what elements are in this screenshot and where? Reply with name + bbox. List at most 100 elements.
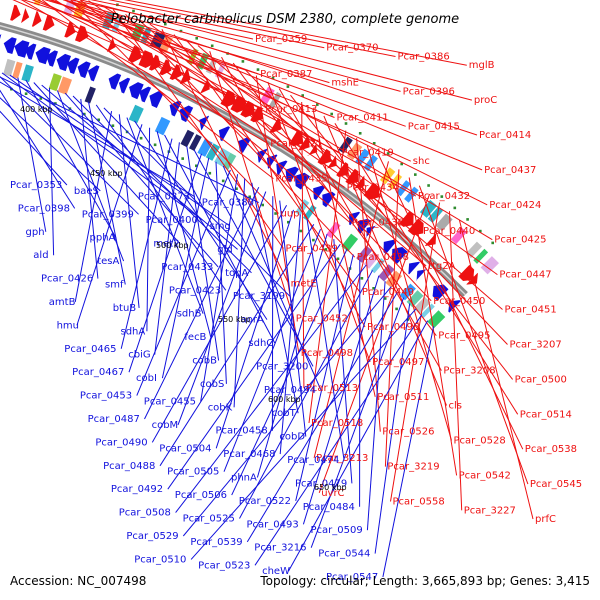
gene-label: Pcar_0484 <box>303 502 355 513</box>
gene-label: Pcar_0399 <box>82 209 134 220</box>
gene-label: Pcar_0439 <box>286 244 338 255</box>
leader-line <box>167 243 341 490</box>
gene-label: Pcar_0513 <box>306 383 358 394</box>
leader-line <box>301 101 305 389</box>
gene-label: cobD <box>279 432 305 443</box>
leader-line <box>185 39 432 302</box>
marker-dot <box>344 122 348 125</box>
gene-labels: Pcar_0359 Pcar_0370 Pcar_0386 mglB Pcar_0387… <box>10 34 582 583</box>
leader-line <box>161 28 290 284</box>
leader-line <box>51 0 412 162</box>
gene-label: Pcar_0449 <box>362 287 414 298</box>
gene-label: gid <box>217 244 232 255</box>
marker-dot <box>324 248 328 251</box>
gene-label: Pcar_0474 <box>287 455 339 466</box>
leader-line <box>76 124 143 326</box>
gene-label: aorA <box>241 315 264 326</box>
gene-label: Pcar_0495 <box>438 331 490 342</box>
gene-label: Pcar_0398 <box>18 203 70 214</box>
marker-dot <box>440 195 444 198</box>
kbp-scale-labels: 400 kbp 450 kbp 500 kbp 550 kbp 600 kbp 650 k… <box>20 105 347 492</box>
marker-dot <box>195 37 198 40</box>
reverse-gene-arrow <box>408 261 420 275</box>
leader-line <box>333 239 353 484</box>
leader-line <box>0 75 139 215</box>
forward-gene-arrow <box>31 11 42 27</box>
reverse-gene-arrow <box>218 126 230 142</box>
leader-line <box>62 0 401 92</box>
gene-label: Pcar_0373 <box>138 192 190 203</box>
reverse-gene-arrow <box>118 77 131 94</box>
marker-dot <box>132 9 135 13</box>
gene-label: Pcar_3219 <box>387 462 439 473</box>
kbp-label: 400 kbp <box>20 105 53 114</box>
forward-gene-arrow <box>75 25 89 43</box>
gene-label: shc <box>413 156 430 167</box>
leader-line <box>118 114 140 308</box>
marker-dot <box>400 162 403 166</box>
gene-label: topA <box>225 268 248 279</box>
category-block <box>3 58 16 77</box>
gene-label: Pcar_0453 <box>80 391 132 402</box>
gene-label: Pcar_0452 <box>296 313 348 324</box>
kbp-label: 450 kbp <box>90 169 123 178</box>
reverse-gene-arrow <box>77 61 91 79</box>
category-block <box>450 227 467 245</box>
category-block <box>21 64 34 83</box>
gene-label: amtB <box>49 297 76 308</box>
forward-gene-arrow <box>20 7 30 24</box>
category-block <box>356 245 373 263</box>
category-block <box>48 73 62 92</box>
leader-line <box>384 169 400 467</box>
gene-label: Pcar_0434 <box>347 182 399 193</box>
leader-line <box>377 153 524 450</box>
reverse-gene-arrow <box>383 239 397 255</box>
gene-label: Pcar_0547 <box>326 572 378 583</box>
marker-dot <box>195 164 198 168</box>
leader-line <box>123 0 467 66</box>
gene-label: Pcar_0529 <box>126 531 178 542</box>
marker-dot <box>414 173 417 176</box>
gene-label: gph <box>26 227 45 238</box>
leader-line <box>33 82 181 244</box>
category-block <box>399 283 416 301</box>
backbone-highlight <box>0 24 466 296</box>
leader-line <box>0 110 68 186</box>
gene-label: Pcar_0465 <box>64 344 116 355</box>
gene-label: hmu <box>57 320 79 331</box>
gene-label: Pcar_0511 <box>377 392 429 403</box>
marker-dot <box>153 143 157 147</box>
category-block <box>346 142 363 160</box>
gene-label: mshE <box>331 78 359 89</box>
leader-line <box>288 320 429 572</box>
marker-dot <box>248 195 251 199</box>
gene-label: Pcar_0433 <box>161 262 213 273</box>
leader-line <box>146 127 151 332</box>
category-block <box>404 186 419 203</box>
leader-line <box>74 111 113 303</box>
leader-line <box>232 62 437 336</box>
forward-gene-arrow <box>128 45 142 63</box>
gene-label: Pcar_0504 <box>159 443 211 454</box>
gene-label: Pcar_0492 <box>111 484 163 495</box>
gene-label: prfC <box>535 514 556 525</box>
leader-line <box>374 303 411 554</box>
gene-label: Pcar_0490 <box>95 437 147 448</box>
marker-dot <box>83 112 86 116</box>
topology-label: Topology: circular; Length: 3,665,893 bp… <box>259 574 590 588</box>
leader-line <box>12 0 264 110</box>
forward-gene-arrow <box>307 142 318 156</box>
gene-label: Pcar_3200 <box>256 361 308 372</box>
marker-dot <box>261 203 264 207</box>
leader-line <box>318 193 431 493</box>
leader-line <box>65 0 417 197</box>
reverse-gene-arrow <box>35 46 51 65</box>
leader-line <box>290 94 513 380</box>
leader-line <box>0 89 76 209</box>
forward-gene-arrow <box>159 59 172 76</box>
gene-label: cheW <box>262 566 290 577</box>
gene-label: Pcar_0451 <box>505 305 557 316</box>
marker-dot <box>453 206 457 210</box>
leader-line <box>231 249 348 496</box>
gene-label: Pcar_0386 <box>398 52 450 63</box>
